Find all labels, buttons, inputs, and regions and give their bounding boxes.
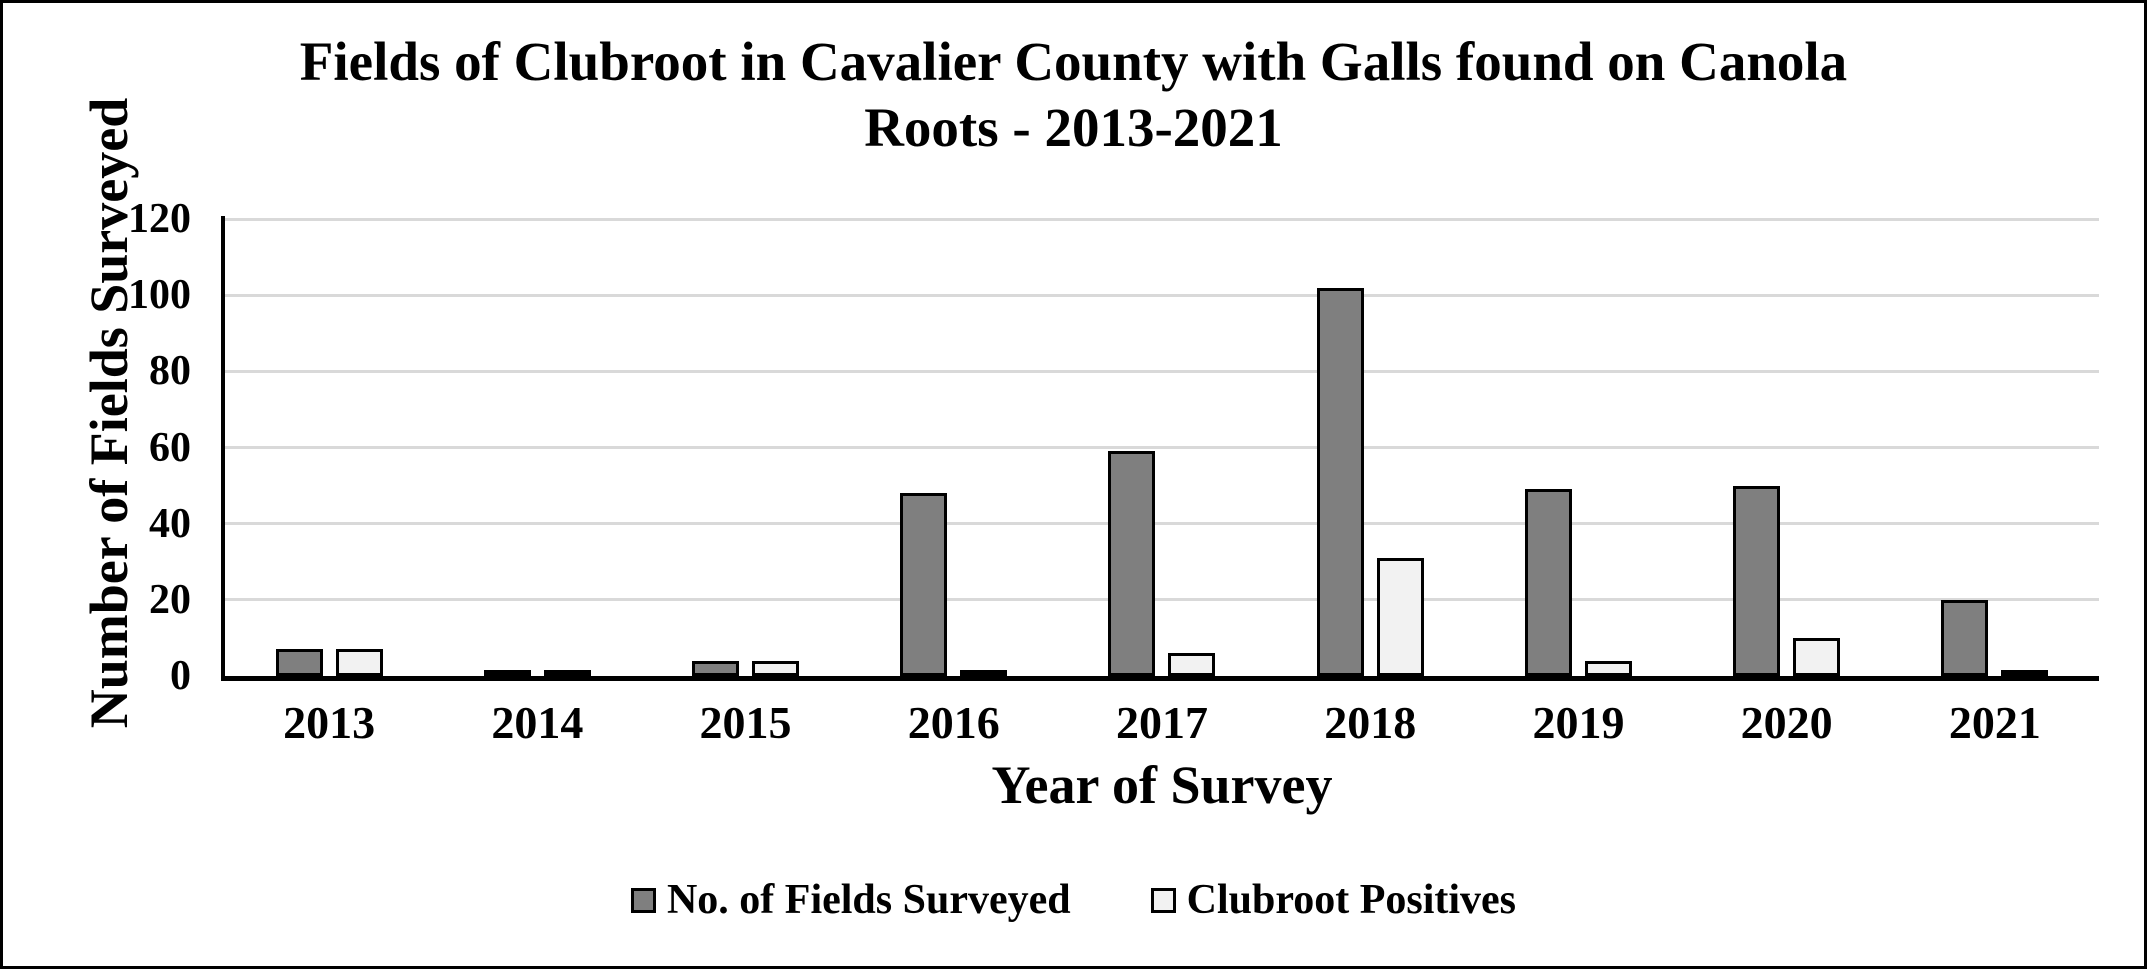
bar-clubroot-positives-2021 xyxy=(2001,670,2049,676)
gridline-40 xyxy=(225,522,2099,526)
x-tick-label-2015: 2015 xyxy=(699,697,792,748)
gridline-60 xyxy=(225,446,2099,449)
y-tick-label-0: 0 xyxy=(170,653,191,699)
legend: No. of Fields Surveyed Clubroot Positives xyxy=(3,875,2144,925)
x-tick-label-2018: 2018 xyxy=(1324,697,1417,748)
gridline-80 xyxy=(225,369,2099,373)
y-tick-label-120: 120 xyxy=(128,196,191,242)
x-tick-label-2017: 2017 xyxy=(1115,697,1208,748)
gridline-100 xyxy=(225,293,2099,297)
legend-item-no-of-fields-surveyed: No. of Fields Surveyed xyxy=(630,875,1071,925)
y-tick-label-20: 20 xyxy=(149,576,191,623)
bar-no-of-fields-surveyed-2019 xyxy=(1524,489,1572,676)
bar-clubroot-positives-2019 xyxy=(1584,661,1632,676)
category-2020: 2020 xyxy=(1683,219,1891,746)
category-2021: 2021 xyxy=(1891,219,2099,746)
bar-clubroot-positives-2014 xyxy=(543,670,591,676)
bar-clubroot-positives-2018 xyxy=(1376,558,1424,676)
gridline-20 xyxy=(225,598,2099,602)
y-tick-label-40: 40 xyxy=(149,500,191,547)
bar-no-of-fields-surveyed-2015 xyxy=(692,661,740,676)
bar-no-of-fields-surveyed-2016 xyxy=(900,493,948,676)
bar-clubroot-positives-2016 xyxy=(960,670,1008,676)
category-2015: 2015 xyxy=(641,219,849,746)
category-2014: 2014 xyxy=(433,219,641,746)
bar-clubroot-positives-2020 xyxy=(1793,638,1841,676)
x-tick-label-2016: 2016 xyxy=(907,697,1000,748)
y-tick-label-60: 60 xyxy=(149,424,191,471)
x-tick-label-2021: 2021 xyxy=(1948,697,2041,748)
legend-swatch-clubroot-positives xyxy=(1150,887,1176,913)
y-tick-label-80: 80 xyxy=(149,348,191,395)
chart-title-line-2: Roots - 2013-2021 xyxy=(864,97,1283,158)
y-tick-label-100: 100 xyxy=(128,272,191,319)
legend-swatch-no-of-fields-surveyed xyxy=(630,887,656,913)
chart-title: Fields of Clubroot in Cavalier County wi… xyxy=(3,29,2144,161)
bar-clubroot-positives-2017 xyxy=(1168,653,1216,676)
bar-no-of-fields-surveyed-2021 xyxy=(1941,600,1989,676)
legend-label-no-of-fields-surveyed: No. of Fields Surveyed xyxy=(666,877,1071,923)
chart-title-line-1: Fields of Clubroot in Cavalier County wi… xyxy=(299,31,1848,92)
plot-area: 0 20 40 60 80 100 120 2013 2014 2015 2016 2017 2018 2… xyxy=(128,198,2099,746)
x-tick-label-2013: 2013 xyxy=(283,697,376,748)
x-tick-label-2014: 2014 xyxy=(491,697,584,748)
gridline-120 xyxy=(225,217,2099,221)
legend-item-clubroot-positives: Clubroot Positives xyxy=(1150,875,1517,925)
category-2016: 2016 xyxy=(850,219,1058,746)
legend-label-clubroot-positives: Clubroot Positives xyxy=(1186,877,1517,923)
category-2017: 2017 xyxy=(1058,219,1266,746)
bar-clubroot-positives-2015 xyxy=(752,661,800,676)
x-tick-label-2020: 2020 xyxy=(1740,697,1833,748)
category-2018: 2018 xyxy=(1266,219,1474,746)
category-2013: 2013 xyxy=(225,219,433,746)
y-axis-line xyxy=(221,216,225,681)
bar-no-of-fields-surveyed-2017 xyxy=(1108,451,1156,676)
x-axis-line xyxy=(221,676,2099,681)
bar-no-of-fields-surveyed-2013 xyxy=(275,649,323,676)
bar-no-of-fields-surveyed-2020 xyxy=(1733,486,1781,676)
category-2019: 2019 xyxy=(1474,219,1682,746)
bar-no-of-fields-surveyed-2018 xyxy=(1316,288,1364,676)
y-axis-title: Number of Fields Surveyed xyxy=(79,97,139,729)
bar-clubroot-positives-2013 xyxy=(335,649,383,676)
x-axis-title: Year of Survey xyxy=(991,755,1333,815)
x-tick-label-2019: 2019 xyxy=(1532,697,1625,748)
bar-no-of-fields-surveyed-2014 xyxy=(483,670,531,676)
